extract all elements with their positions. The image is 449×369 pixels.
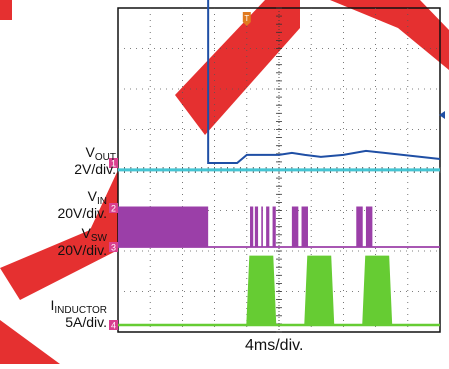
vsw-burst <box>261 206 263 247</box>
vsw-label: VSW 20V/div. <box>57 226 107 257</box>
watermark-shape <box>330 0 449 70</box>
vin-name: V <box>87 188 97 204</box>
vsw-burst <box>291 206 299 247</box>
inductor-scale: 5A/div. <box>65 314 107 330</box>
vin-scale: 20V/div. <box>57 205 107 221</box>
ch3-marker-box <box>109 242 118 252</box>
vin-label: VIN 20V/div. <box>57 189 107 220</box>
ch2-marker-box <box>109 203 118 213</box>
vsw-burst <box>365 206 373 247</box>
vsw-burst <box>118 206 209 247</box>
ch1-marker-number: 1 <box>111 159 116 169</box>
ch2-marker-number: 2 <box>111 204 116 214</box>
watermark-shape <box>0 0 12 20</box>
ch3-marker-number: 3 <box>111 243 116 253</box>
ch4-marker-number: 4 <box>111 321 116 331</box>
inductor-label: IINDUCTOR 5A/div. <box>51 298 107 329</box>
inductor-burst <box>246 255 277 326</box>
vout-scale: 2V/div. <box>74 161 116 177</box>
ch1-marker-box <box>109 158 118 168</box>
vsw-subscript: SW <box>90 233 107 244</box>
vsw-burst <box>356 206 363 247</box>
watermark-shape <box>0 170 118 300</box>
timebase-label: 4ms/div. <box>245 337 304 354</box>
vout-subscript: OUT <box>94 152 116 163</box>
ch4-marker-box <box>109 320 118 330</box>
inductor-burst <box>362 255 393 326</box>
vout-trace <box>207 0 441 164</box>
vout-name: V <box>85 144 95 160</box>
inductor-name: I <box>50 297 55 313</box>
vin-subscript: IN <box>97 196 107 207</box>
vsw-name: V <box>81 225 91 241</box>
vout-label: VOUT 2V/div. <box>74 145 116 176</box>
vsw-burst <box>272 206 276 247</box>
inductor-subscript: INDUCTOR <box>54 305 107 316</box>
watermark-shape <box>175 0 300 135</box>
trigger-marker-label: T <box>244 14 249 23</box>
watermark-shape <box>0 320 60 364</box>
vsw-burst <box>254 206 259 247</box>
vsw-burst <box>250 206 254 247</box>
vsw-scale: 20V/div. <box>57 242 107 258</box>
level-marker-right <box>439 111 445 119</box>
vsw-burst <box>301 206 308 247</box>
inductor-burst <box>304 255 335 326</box>
vsw-burst <box>266 206 270 247</box>
trigger-marker <box>242 12 251 26</box>
